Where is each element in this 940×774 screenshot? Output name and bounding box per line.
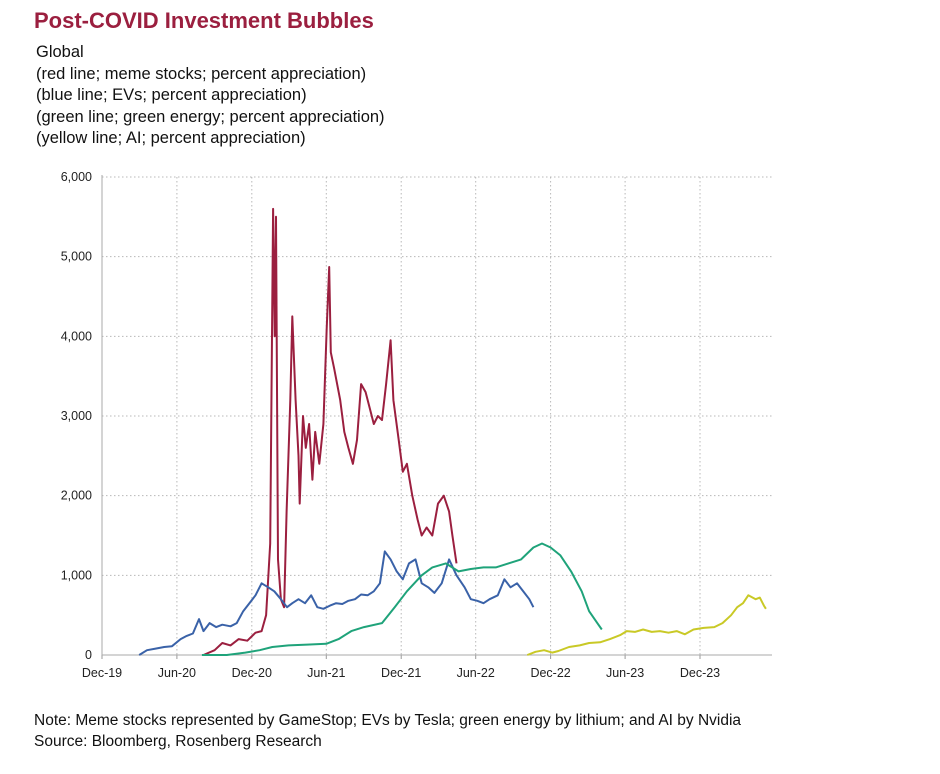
y-tick-label: 2,000 bbox=[61, 489, 92, 503]
line-chart: 0 1,000 2,000 3,000 4,000 5,000 6,000 Dec-19 Jun… bbox=[61, 170, 772, 680]
note-line: Note: Meme stocks represented by GameSto… bbox=[34, 712, 742, 729]
x-tick-label: Dec-22 bbox=[530, 666, 570, 680]
source-line: Source: Bloomberg, Rosenberg Research bbox=[34, 733, 322, 750]
y-tick-label: 6,000 bbox=[61, 170, 92, 184]
y-tick-label: 4,000 bbox=[61, 329, 92, 343]
subtitle-line: (green line; green energy; percent appre… bbox=[36, 107, 385, 126]
x-tick-label: Jun-23 bbox=[606, 666, 644, 680]
x-tick-label: Jun-20 bbox=[158, 666, 196, 680]
subtitle-line: Global bbox=[36, 43, 84, 61]
y-tick-label: 5,000 bbox=[61, 250, 92, 264]
y-tick-label: 3,000 bbox=[61, 409, 92, 423]
x-tick-label: Dec-23 bbox=[680, 666, 720, 680]
series-line-1 bbox=[138, 550, 535, 656]
x-tick-label: Dec-20 bbox=[232, 666, 272, 680]
x-tick-label: Dec-19 bbox=[82, 666, 122, 680]
series-line-2 bbox=[201, 542, 603, 656]
subtitle-line: (red line; meme stocks; percent apprecia… bbox=[36, 64, 367, 83]
x-tick-label: Jun-21 bbox=[307, 666, 345, 680]
chart-title: Post-COVID Investment Bubbles bbox=[34, 8, 374, 33]
subtitle: Global (red line; meme stocks; percent a… bbox=[36, 42, 385, 150]
subtitle-line: (blue line; EVs; percent appreciation) bbox=[36, 86, 307, 104]
y-tick-label: 0 bbox=[85, 648, 92, 662]
x-tick-label: Dec-21 bbox=[381, 666, 421, 680]
series-line-3 bbox=[526, 594, 767, 656]
series-line-0 bbox=[203, 207, 458, 656]
subtitle-line: (yellow line; AI; percent appreciation) bbox=[36, 129, 306, 147]
notes: Note: Meme stocks represented by GameSto… bbox=[34, 710, 741, 752]
y-tick-label: 1,000 bbox=[61, 568, 92, 582]
x-tick-label: Jun-22 bbox=[457, 666, 495, 680]
